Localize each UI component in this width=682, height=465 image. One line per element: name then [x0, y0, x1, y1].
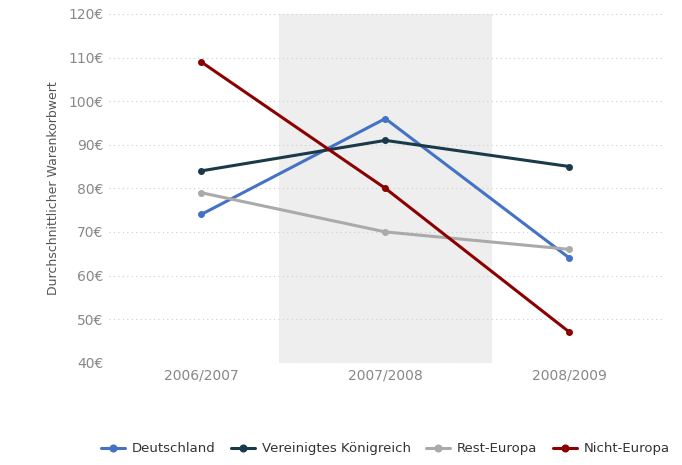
- Nicht-Europa: [381, 186, 389, 191]
- Line: Rest-Europa: Rest-Europa: [198, 190, 572, 252]
- Nicht-Europa: [197, 59, 205, 65]
- Rest-Europa: [197, 190, 205, 195]
- Rest-Europa: [565, 246, 574, 252]
- Deutschland: [381, 116, 389, 121]
- Bar: [278, 14, 492, 363]
- Deutschland: [197, 212, 205, 217]
- Y-axis label: Durchschnittlicher Warenkorbwert: Durchschnittlicher Warenkorbwert: [47, 81, 60, 295]
- Line: Vereinigtes Königreich: Vereinigtes Königreich: [198, 138, 572, 173]
- Line: Nicht-Europa: Nicht-Europa: [198, 59, 572, 335]
- Line: Deutschland: Deutschland: [198, 116, 572, 261]
- Legend: Deutschland, Vereinigtes Königreich, Rest-Europa, Nicht-Europa: Deutschland, Vereinigtes Königreich, Res…: [96, 437, 674, 461]
- Nicht-Europa: [565, 329, 574, 335]
- Vereinigtes Königreich: [565, 164, 574, 169]
- Vereinigtes Königreich: [197, 168, 205, 174]
- Rest-Europa: [381, 229, 389, 235]
- Deutschland: [565, 255, 574, 261]
- Vereinigtes Königreich: [381, 138, 389, 143]
